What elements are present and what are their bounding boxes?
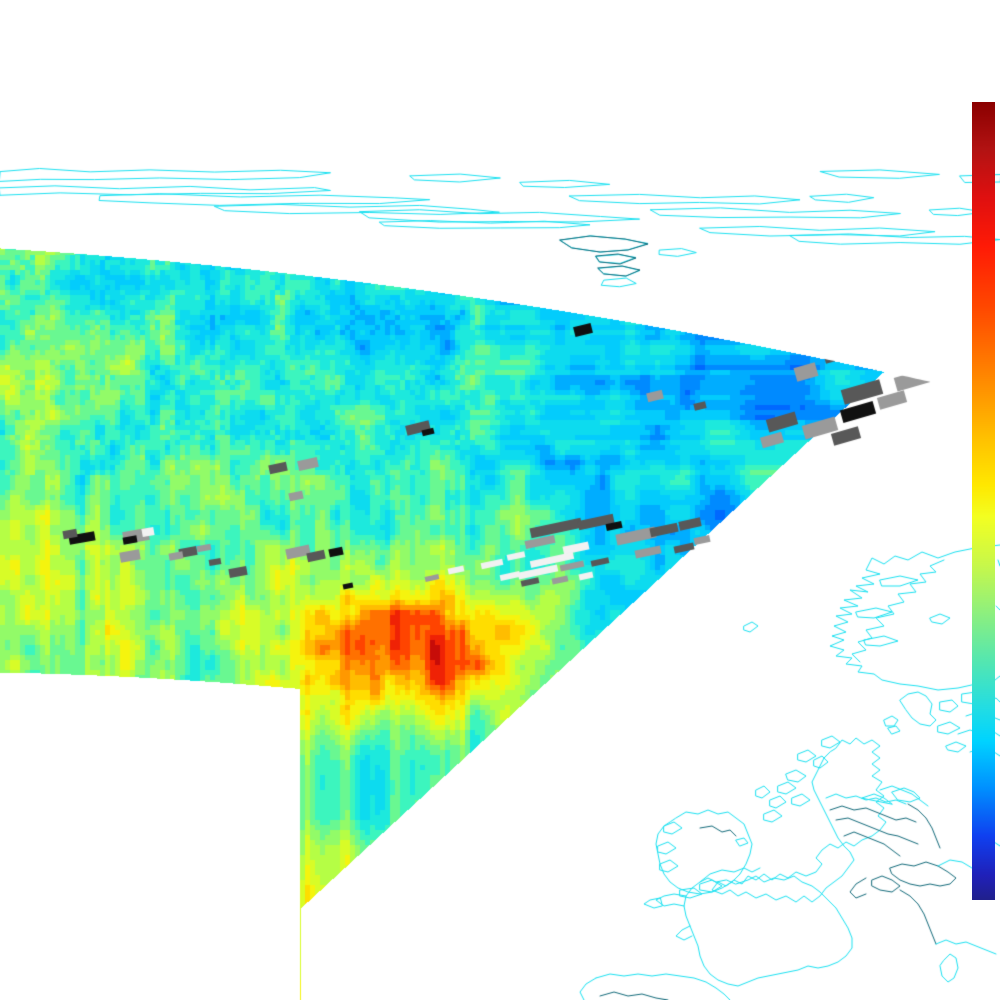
colorbar-gradient [972, 102, 995, 900]
colorbar[interactable] [972, 102, 995, 900]
